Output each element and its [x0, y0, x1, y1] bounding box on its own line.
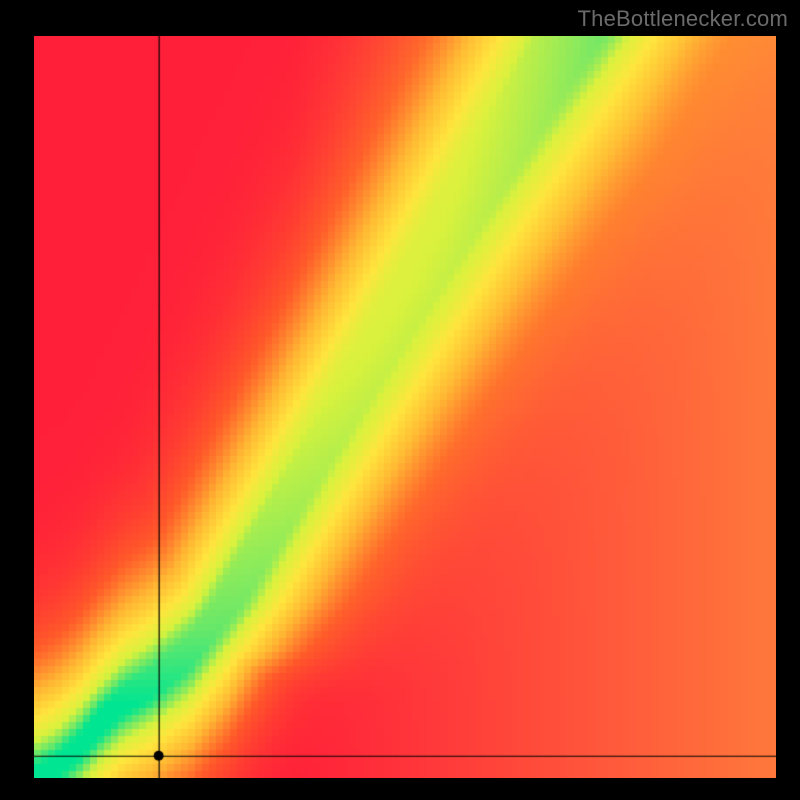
bottleneck-heatmap: [34, 36, 776, 778]
watermark-text: TheBottlenecker.com: [578, 6, 788, 32]
